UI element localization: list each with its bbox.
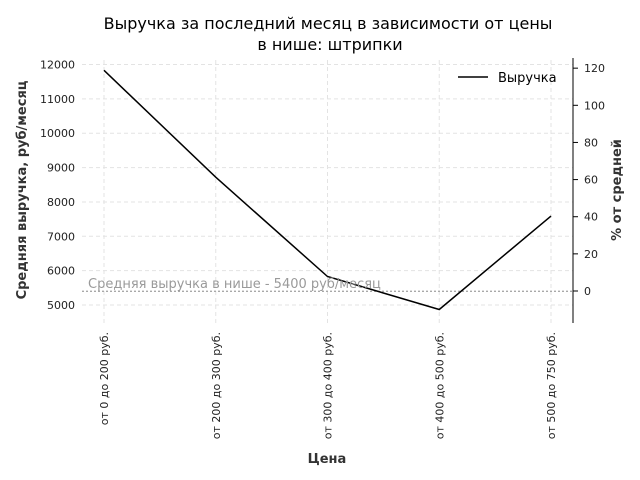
y-tick-right-label: 120: [584, 62, 605, 75]
y-tick-label: 7000: [47, 230, 75, 243]
y-axis-right-label: % от средней: [610, 139, 625, 241]
y-tick-label: 5000: [47, 299, 75, 312]
y-tick-label: 9000: [47, 162, 75, 175]
chart-title-line2: в нише: штрипки: [257, 35, 402, 54]
y-axis-left-label: Средняя выручка, руб/месяц: [15, 80, 30, 299]
y-tick-right-label: 100: [584, 99, 605, 112]
y-axis-left-ticks: 5000 6000 7000 8000 9000 10000 11000 12000: [40, 59, 75, 313]
y-tick-label: 12000: [40, 59, 75, 72]
x-tick-label: от 200 до 300 руб.: [210, 332, 223, 439]
x-axis-label: Цена: [308, 452, 347, 467]
y-tick-right-label: 40: [584, 211, 598, 224]
y-tick-label: 11000: [40, 93, 75, 106]
y-tick-right-label: 20: [584, 248, 598, 261]
legend: Выручка: [458, 71, 557, 86]
chart-title-line1: Выручка за последний месяц в зависимости…: [104, 14, 553, 33]
grid: [82, 60, 573, 323]
y-tick-right-label: 80: [584, 136, 598, 149]
y-axis-right: 0 20 40 60 80 100 120: [572, 58, 605, 323]
x-tick-label: от 400 до 500 руб.: [433, 332, 446, 439]
series-layer: [103, 69, 552, 311]
y-tick-label: 10000: [40, 127, 75, 140]
y-tick-right-label: 60: [584, 174, 598, 187]
x-tick-label: от 0 до 200 руб.: [98, 332, 111, 425]
x-tick-label: от 300 до 400 руб.: [322, 332, 335, 439]
x-axis-ticks: от 0 до 200 руб. от 200 до 300 руб. от 300…: [98, 332, 558, 439]
legend-label: Выручка: [498, 71, 557, 86]
average-annotation: Средняя выручка в нише - 5400 руб/месяц: [88, 277, 381, 292]
x-tick-label: от 500 до 750 руб.: [545, 332, 558, 439]
y-tick-label: 6000: [47, 265, 75, 278]
y-tick-label: 8000: [47, 196, 75, 209]
y-tick-right-label: 0: [584, 285, 591, 298]
